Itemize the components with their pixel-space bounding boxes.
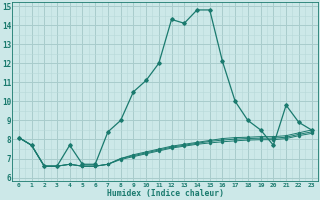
X-axis label: Humidex (Indice chaleur): Humidex (Indice chaleur): [107, 189, 224, 198]
